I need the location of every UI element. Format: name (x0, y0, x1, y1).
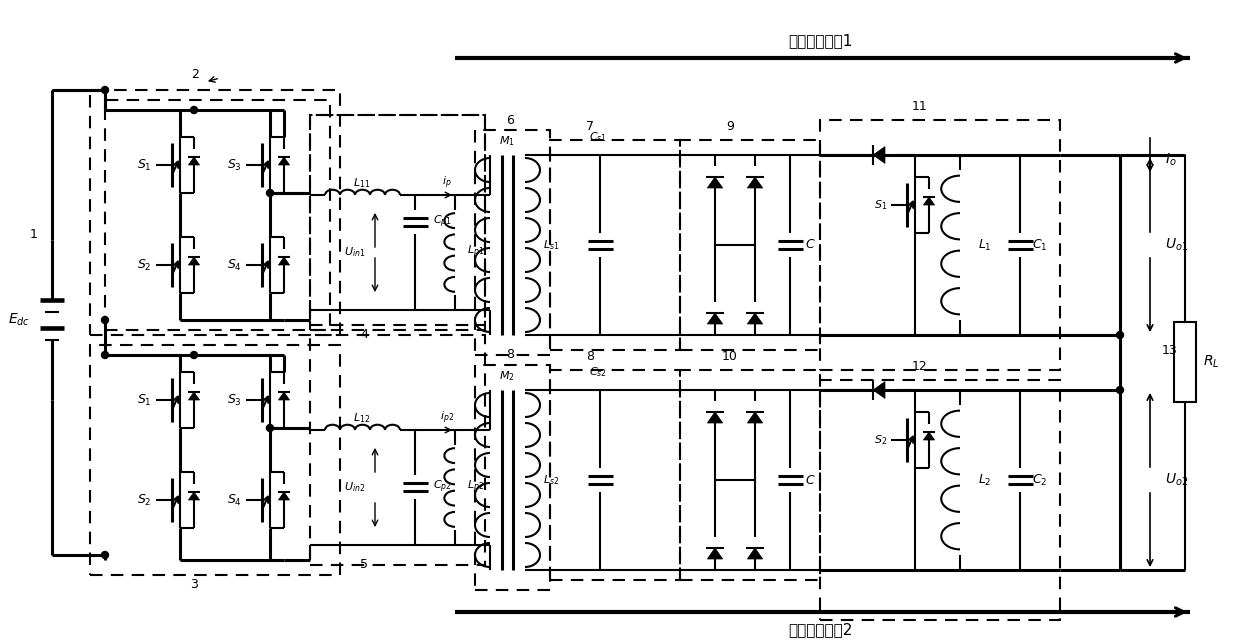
Text: $C_{s2}$: $C_{s2}$ (589, 365, 608, 379)
Text: 8: 8 (587, 349, 594, 363)
Bar (475, 130, 551, 355)
Text: 9: 9 (727, 119, 734, 132)
Polygon shape (279, 392, 290, 400)
Bar (91, 345, 340, 575)
Bar (551, 370, 680, 580)
Text: 12: 12 (913, 360, 928, 372)
Bar (105, 100, 330, 330)
Polygon shape (188, 157, 200, 165)
Circle shape (102, 87, 109, 94)
Polygon shape (748, 412, 763, 423)
Text: $C_2$: $C_2$ (1032, 473, 1048, 487)
Text: $L_2$: $L_2$ (978, 473, 992, 487)
Text: 6: 6 (506, 114, 513, 126)
Text: $S_3$: $S_3$ (227, 392, 242, 408)
Text: $C_{p1}$: $C_{p1}$ (433, 214, 451, 230)
Polygon shape (707, 177, 723, 188)
Bar (310, 335, 485, 565)
Text: $U_{o1}$: $U_{o1}$ (1166, 237, 1188, 253)
Text: $M_1$: $M_1$ (498, 134, 515, 148)
Polygon shape (188, 257, 200, 265)
Bar (91, 90, 340, 335)
Circle shape (102, 317, 109, 324)
Text: $S_3$: $S_3$ (227, 157, 242, 173)
Polygon shape (707, 548, 723, 559)
Polygon shape (188, 492, 200, 500)
Text: 10: 10 (722, 349, 738, 363)
Text: $I_o$: $I_o$ (1166, 152, 1177, 168)
Text: 5: 5 (360, 559, 368, 571)
Bar (820, 120, 1060, 370)
Text: $S_2$: $S_2$ (874, 433, 887, 447)
Polygon shape (279, 257, 290, 265)
Text: 7: 7 (587, 119, 594, 132)
Text: $U_{in1}$: $U_{in1}$ (343, 245, 365, 259)
Polygon shape (188, 392, 200, 400)
Circle shape (267, 424, 274, 431)
Text: $M_2$: $M_2$ (500, 369, 515, 383)
Text: $S_1$: $S_1$ (874, 198, 887, 212)
Text: $L_{s1}$: $L_{s1}$ (543, 238, 559, 252)
Bar (310, 115, 485, 325)
Text: $C$: $C$ (805, 238, 816, 252)
Bar (1174, 322, 1197, 402)
Polygon shape (748, 313, 763, 324)
Polygon shape (279, 492, 290, 500)
Text: $U_{in2}$: $U_{in2}$ (343, 480, 365, 494)
Polygon shape (707, 313, 723, 324)
Text: $E_{dc}$: $E_{dc}$ (7, 312, 30, 328)
Circle shape (102, 551, 109, 559)
Text: $C_{p2}$: $C_{p2}$ (433, 479, 451, 495)
Circle shape (1116, 386, 1123, 394)
Circle shape (191, 352, 197, 358)
Polygon shape (924, 197, 935, 205)
Polygon shape (748, 177, 763, 188)
Bar (680, 140, 820, 350)
Text: $L_{p2}$: $L_{p2}$ (467, 479, 485, 495)
Text: $L_{s2}$: $L_{s2}$ (543, 473, 559, 487)
Text: $R_L$: $R_L$ (1203, 354, 1219, 370)
Text: $S_1$: $S_1$ (138, 157, 153, 173)
Circle shape (102, 352, 109, 358)
Text: 4: 4 (360, 329, 368, 342)
Circle shape (191, 107, 197, 114)
Text: $S_4$: $S_4$ (227, 257, 242, 273)
Polygon shape (279, 157, 290, 165)
Circle shape (267, 189, 274, 196)
Text: $i_{p2}$: $i_{p2}$ (440, 410, 454, 426)
Text: $U_{o2}$: $U_{o2}$ (1166, 472, 1188, 488)
Text: $S_2$: $S_2$ (138, 492, 153, 508)
Text: $L_{12}$: $L_{12}$ (353, 411, 371, 425)
Text: 电能传输通道1: 电能传输通道1 (787, 33, 852, 48)
Text: $L_{p1}$: $L_{p1}$ (467, 244, 485, 260)
Bar (475, 365, 551, 590)
Text: 电能传输通道2: 电能传输通道2 (787, 622, 852, 637)
Text: $L_1$: $L_1$ (978, 238, 992, 252)
Text: 2: 2 (191, 69, 198, 82)
Text: $C_1$: $C_1$ (1032, 238, 1048, 252)
Polygon shape (924, 432, 935, 440)
Text: 13: 13 (1162, 343, 1178, 356)
Text: $i_p$: $i_p$ (443, 175, 451, 191)
Bar (820, 380, 1060, 620)
Text: $S_4$: $S_4$ (227, 492, 242, 508)
Text: 11: 11 (913, 100, 928, 112)
Text: $S_1$: $S_1$ (138, 392, 153, 408)
Text: 1: 1 (30, 229, 38, 241)
Circle shape (1116, 331, 1123, 338)
Text: 3: 3 (190, 578, 198, 591)
Bar (551, 140, 680, 350)
Text: $S_2$: $S_2$ (138, 257, 153, 273)
Text: $C_{s1}$: $C_{s1}$ (589, 130, 608, 144)
Bar (680, 370, 820, 580)
Text: $C$: $C$ (805, 474, 816, 487)
Polygon shape (873, 146, 885, 164)
Text: $L_{11}$: $L_{11}$ (353, 176, 371, 190)
Bar (310, 115, 485, 330)
Polygon shape (873, 381, 885, 399)
Polygon shape (748, 548, 763, 559)
Text: 8: 8 (506, 349, 515, 361)
Polygon shape (707, 412, 723, 423)
